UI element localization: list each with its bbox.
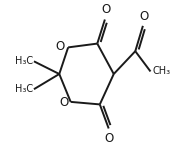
Text: H₃C: H₃C xyxy=(15,84,33,94)
Text: H₃C: H₃C xyxy=(15,56,33,66)
Text: O: O xyxy=(105,132,114,145)
Text: O: O xyxy=(56,40,65,53)
Text: O: O xyxy=(59,96,68,109)
Text: CH₃: CH₃ xyxy=(152,66,171,77)
Text: O: O xyxy=(101,3,110,16)
Text: O: O xyxy=(139,10,148,23)
